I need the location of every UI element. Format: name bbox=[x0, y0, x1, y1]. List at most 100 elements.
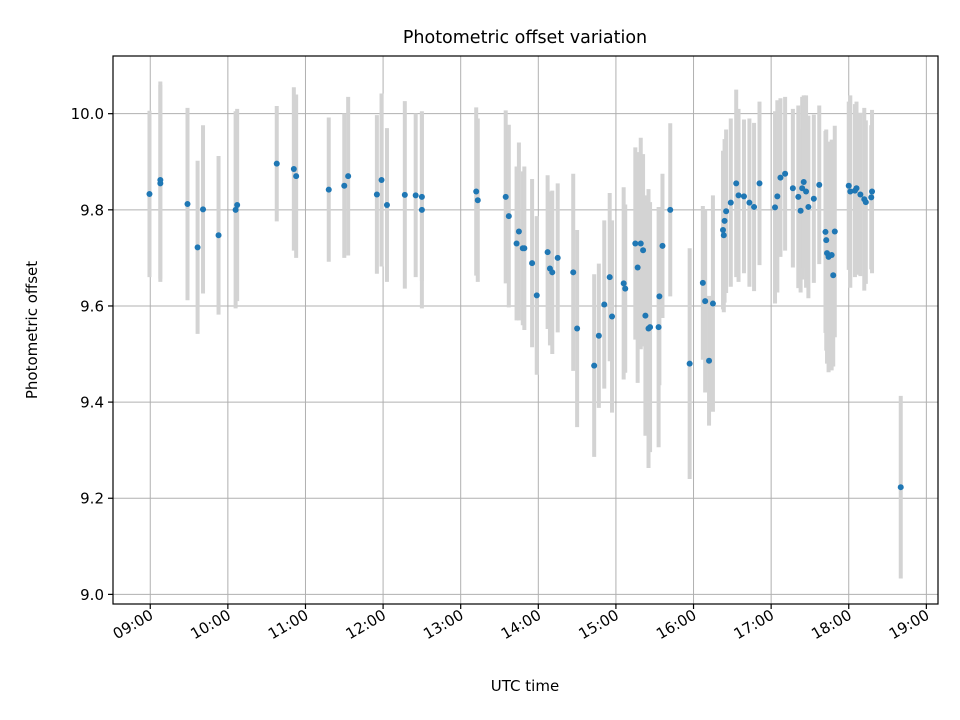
data-point bbox=[642, 312, 649, 319]
data-point bbox=[667, 206, 674, 213]
data-point bbox=[549, 269, 556, 276]
data-point bbox=[232, 206, 239, 213]
data-point bbox=[816, 181, 823, 188]
data-points bbox=[146, 160, 904, 491]
data-point bbox=[777, 174, 784, 181]
data-point bbox=[774, 193, 781, 200]
data-point bbox=[720, 227, 727, 234]
data-point bbox=[637, 240, 644, 247]
data-point bbox=[800, 178, 807, 185]
data-point bbox=[234, 202, 241, 209]
data-point bbox=[200, 206, 207, 213]
y-axis-label: Photometric offset bbox=[23, 261, 41, 399]
data-point bbox=[293, 173, 300, 180]
data-point bbox=[595, 332, 602, 339]
chart-title: Photometric offset variation bbox=[403, 28, 647, 48]
y-tick-label: 9.0 bbox=[80, 586, 104, 604]
data-point bbox=[795, 193, 802, 200]
data-point bbox=[647, 324, 654, 331]
data-point bbox=[373, 191, 380, 198]
data-point bbox=[853, 185, 860, 192]
data-point bbox=[702, 298, 709, 305]
data-point bbox=[513, 240, 520, 247]
data-point bbox=[706, 357, 713, 364]
data-point bbox=[823, 237, 830, 244]
data-point bbox=[782, 170, 789, 177]
data-point bbox=[862, 199, 869, 206]
y-tick-label: 9.2 bbox=[80, 490, 104, 508]
data-point bbox=[544, 249, 551, 256]
data-point bbox=[341, 182, 348, 189]
data-point bbox=[810, 195, 817, 202]
data-point bbox=[601, 301, 608, 308]
data-point bbox=[606, 274, 613, 281]
data-point bbox=[868, 194, 875, 201]
data-point bbox=[699, 279, 706, 286]
data-point bbox=[473, 188, 480, 195]
data-point bbox=[591, 362, 598, 369]
data-point bbox=[325, 186, 332, 193]
data-point bbox=[656, 293, 663, 300]
data-point bbox=[686, 360, 693, 367]
data-point bbox=[869, 188, 876, 195]
data-point bbox=[418, 193, 425, 200]
y-tick-label: 10.0 bbox=[71, 105, 104, 123]
data-point bbox=[412, 192, 419, 199]
data-point bbox=[828, 252, 835, 259]
data-point bbox=[157, 177, 164, 184]
data-point bbox=[609, 313, 616, 320]
x-axis-label: UTC time bbox=[491, 677, 559, 695]
data-point bbox=[805, 203, 812, 210]
data-point bbox=[502, 193, 509, 200]
data-point bbox=[720, 232, 727, 239]
data-point bbox=[897, 484, 904, 491]
data-point bbox=[830, 272, 837, 279]
data-point bbox=[709, 300, 716, 307]
data-point bbox=[847, 188, 854, 195]
data-point bbox=[418, 206, 425, 213]
data-point bbox=[290, 165, 297, 172]
data-point bbox=[799, 185, 806, 192]
data-point bbox=[831, 228, 838, 235]
data-point bbox=[740, 193, 747, 200]
data-point bbox=[383, 202, 390, 209]
data-point bbox=[184, 201, 191, 208]
data-point bbox=[721, 217, 728, 224]
data-point bbox=[789, 185, 796, 192]
data-point bbox=[515, 228, 522, 235]
data-point bbox=[273, 160, 280, 167]
data-point bbox=[727, 199, 734, 206]
y-tick-label: 9.8 bbox=[80, 201, 104, 219]
data-point bbox=[378, 177, 385, 184]
data-point bbox=[533, 292, 540, 299]
data-point bbox=[215, 232, 222, 239]
data-point bbox=[632, 240, 639, 247]
data-point bbox=[620, 280, 627, 287]
data-point bbox=[756, 180, 763, 187]
data-point bbox=[822, 228, 829, 235]
data-point bbox=[505, 213, 512, 220]
data-point bbox=[634, 264, 641, 271]
data-point bbox=[735, 192, 742, 199]
data-point bbox=[345, 173, 352, 180]
data-point bbox=[622, 285, 629, 292]
data-point bbox=[659, 242, 666, 249]
data-point bbox=[797, 207, 804, 214]
data-point bbox=[401, 191, 408, 198]
data-point bbox=[554, 254, 561, 261]
data-point bbox=[857, 191, 864, 198]
data-point bbox=[570, 269, 577, 276]
data-point bbox=[746, 199, 753, 206]
data-point bbox=[772, 204, 779, 211]
data-point bbox=[529, 260, 536, 267]
data-point bbox=[521, 245, 528, 252]
data-point bbox=[751, 203, 758, 210]
y-axis-ticks: 9.0 9.2 9.4 9.6 9.8 10.0 bbox=[71, 105, 113, 604]
data-point bbox=[146, 190, 153, 197]
data-point bbox=[194, 244, 201, 251]
data-point bbox=[803, 188, 810, 195]
data-point bbox=[574, 325, 581, 332]
data-point bbox=[640, 247, 647, 254]
data-point bbox=[845, 182, 852, 189]
